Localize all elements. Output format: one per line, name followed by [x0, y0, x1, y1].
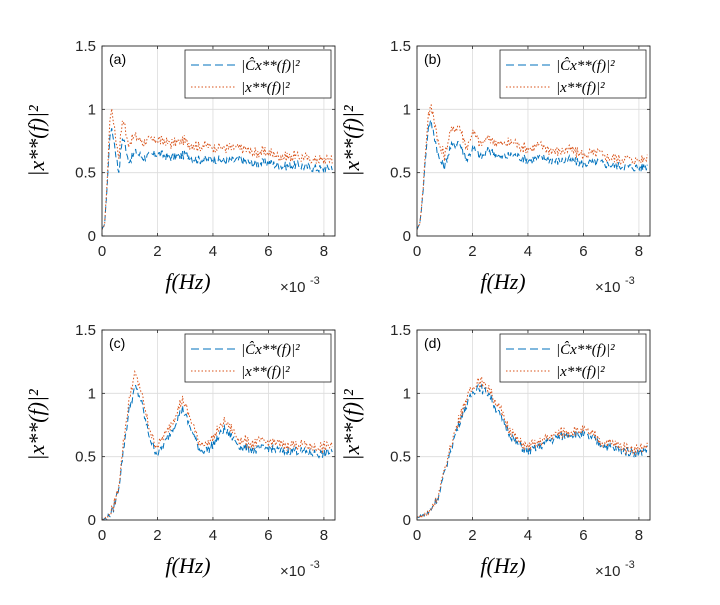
- panel-c: 0 2 4 6 8 0 0.5 1 1.5 (c) |Ĉx**(f)|² |x**(f)|² f(Hz)…: [24, 322, 336, 580]
- legend-entry: |Ĉx**(f)|²: [241, 57, 300, 74]
- x-tick-label: 8: [320, 243, 328, 260]
- axes-box: [416, 329, 651, 521]
- y-tick-label: 0: [88, 228, 96, 245]
- y-tick-label: 0: [403, 228, 411, 245]
- legend-box: [499, 49, 647, 99]
- legend: |Ĉx**(f)|² |x**(f)|²: [499, 49, 647, 99]
- x-scale-exponent: -3: [310, 559, 320, 571]
- x-tick-label: 8: [635, 243, 643, 260]
- x-scale-factor: ×10: [595, 279, 620, 296]
- x-scale-factor: ×10: [595, 563, 620, 580]
- legend-entry: |x**(f)|²: [241, 364, 290, 380]
- legend-box: [499, 333, 647, 383]
- x-tick-label: 4: [524, 527, 532, 544]
- y-tick-label: 1: [88, 101, 96, 118]
- legend-entry: |x**(f)|²: [556, 364, 605, 380]
- x-tick-label: 2: [468, 243, 476, 260]
- series-x-line: [417, 376, 648, 520]
- legend: |Ĉx**(f)|² |x**(f)|²: [499, 333, 647, 383]
- series-x-line: [102, 108, 333, 230]
- y-axis-label: |x**(f)|²: [339, 389, 364, 461]
- x-axis-label: f(Hz): [165, 553, 210, 578]
- x-tick-label: 2: [153, 243, 161, 260]
- x-scale-exponent: -3: [625, 559, 635, 571]
- x-tick-label: 0: [98, 243, 106, 260]
- x-tick-label: 2: [468, 527, 476, 544]
- x-tick-label: 2: [153, 527, 161, 544]
- x-tick-label: 0: [413, 527, 421, 544]
- x-axis-label: f(Hz): [480, 269, 525, 294]
- legend: |Ĉx**(f)|² |x**(f)|²: [184, 49, 332, 99]
- series-c-hat-line: [417, 118, 648, 230]
- legend-entry: |x**(f)|²: [556, 80, 605, 96]
- x-scale-exponent: -3: [625, 275, 635, 287]
- y-tick-label: 0.5: [390, 449, 411, 466]
- y-tick-label: 1.5: [75, 322, 96, 339]
- y-tick-label: 1: [403, 101, 411, 118]
- x-scale-exponent: -3: [310, 275, 320, 287]
- series-c-hat-line: [417, 383, 648, 520]
- x-tick-label: 6: [264, 243, 272, 260]
- x-axis-label: f(Hz): [480, 553, 525, 578]
- x-scale-factor: ×10: [280, 279, 305, 296]
- legend-entry: |Ĉx**(f)|²: [556, 341, 615, 358]
- y-tick-label: 0: [403, 512, 411, 529]
- x-tick-label: 0: [413, 243, 421, 260]
- panel-label: (d): [424, 335, 441, 351]
- series-x-line: [102, 369, 333, 520]
- y-tick-label: 1: [403, 385, 411, 402]
- x-tick-label: 6: [579, 527, 587, 544]
- x-tick-label: 8: [635, 527, 643, 544]
- legend-entry: |Ĉx**(f)|²: [556, 57, 615, 74]
- legend: |Ĉx**(f)|² |x**(f)|²: [184, 333, 332, 383]
- legend-box: [184, 333, 332, 383]
- x-scale-factor: ×10: [280, 563, 305, 580]
- y-axis-label: |x**(f)|²: [24, 105, 49, 177]
- y-tick-label: 0.5: [390, 165, 411, 182]
- panel-label: (c): [109, 335, 125, 351]
- legend-box: [184, 49, 332, 99]
- x-tick-label: 6: [264, 527, 272, 544]
- y-axis-label: |x**(f)|²: [339, 105, 364, 177]
- axes-box: [416, 45, 651, 237]
- y-tick-label: 1.5: [75, 38, 96, 55]
- x-tick-label: 4: [524, 243, 532, 260]
- x-tick-label: 4: [209, 243, 217, 260]
- axes-box: [101, 329, 336, 521]
- panel-label: (b): [424, 51, 441, 67]
- panel-d: 0 2 4 6 8 0 0.5 1 1.5 (d) |Ĉx**(f)|² |x**(f)|² f(Hz)…: [339, 322, 651, 580]
- panel-label: (a): [109, 51, 126, 67]
- legend-entry: |Ĉx**(f)|²: [241, 341, 300, 358]
- panel-b: 0 2 4 6 8 0 0.5 1 1.5 (b) |Ĉx**(f)|² |x**(f)|² f(Hz)…: [339, 38, 651, 296]
- x-tick-label: 4: [209, 527, 217, 544]
- y-tick-label: 1.5: [390, 322, 411, 339]
- x-tick-label: 6: [579, 243, 587, 260]
- x-tick-label: 0: [98, 527, 106, 544]
- x-axis-label: f(Hz): [165, 269, 210, 294]
- x-tick-label: 8: [320, 527, 328, 544]
- legend-entry: |x**(f)|²: [241, 80, 290, 96]
- y-tick-label: 0.5: [75, 449, 96, 466]
- y-tick-label: 1.5: [390, 38, 411, 55]
- y-axis-label: |x**(f)|²: [24, 389, 49, 461]
- axes-box: [101, 45, 336, 237]
- panel-a: 0 2 4 6 8 0 0.5 1 1.5 (a) |Ĉx**(f)|² |x**(f)|² f(Hz)…: [24, 38, 336, 296]
- y-tick-label: 0.5: [75, 165, 96, 182]
- y-tick-label: 0: [88, 512, 96, 529]
- y-tick-label: 1: [88, 385, 96, 402]
